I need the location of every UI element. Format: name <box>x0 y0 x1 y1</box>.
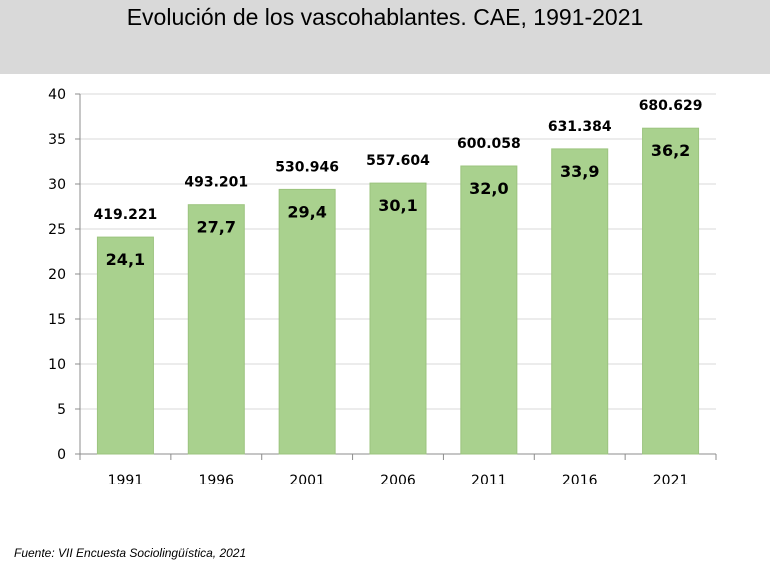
count-label-2011: 600.058 <box>457 136 521 152</box>
value-label-2021: 36,2 <box>651 141 690 160</box>
bars <box>96 127 700 455</box>
y-tick-label: 35 <box>48 132 66 148</box>
y-tick-label: 30 <box>48 177 66 193</box>
bar-1996 <box>187 204 245 455</box>
bar-2021 <box>642 127 700 455</box>
value-label-1996: 27,7 <box>197 218 236 237</box>
data-labels: 24,1 419.221 27,7 493.201 29,4 530.946 30,1 557… <box>94 98 703 269</box>
y-tick-label: 15 <box>48 312 66 328</box>
bar-2011 <box>460 165 518 455</box>
title-band: Evolución de los vascohablantes. CAE, 19… <box>0 0 770 74</box>
count-label-2016: 631.384 <box>548 119 612 135</box>
x-tick-label-2011: 2011 <box>471 473 507 484</box>
bar-2016 <box>551 148 609 455</box>
source-note: Fuente: VII Encuesta Sociolingüística, 2… <box>14 546 247 560</box>
bar-2006 <box>369 182 427 455</box>
y-tick-label: 25 <box>48 222 66 238</box>
count-label-2021: 680.629 <box>639 98 703 114</box>
bar-2001 <box>278 188 336 455</box>
y-tick-label: 10 <box>48 357 66 373</box>
value-label-2006: 30,1 <box>378 196 417 215</box>
x-tick-label-2001: 2001 <box>289 473 325 484</box>
y-tick-label: 5 <box>57 402 66 418</box>
x-tick-label-2016: 2016 <box>562 473 598 484</box>
value-label-2011: 32,0 <box>469 179 508 198</box>
x-tick-label-2006: 2006 <box>380 473 416 484</box>
count-label-2006: 557.604 <box>366 153 430 169</box>
count-label-1991: 419.221 <box>94 207 158 223</box>
chart-title: Evolución de los vascohablantes. CAE, 19… <box>126 4 644 30</box>
y-tick-label: 40 <box>48 87 66 103</box>
bar-chart: 0 5 10 15 20 25 30 35 40 1991 1996 2001 2006 2011 2016… <box>48 87 717 484</box>
x-tick-label-1991: 1991 <box>108 473 144 484</box>
value-label-1991: 24,1 <box>106 250 145 269</box>
value-label-2016: 33,9 <box>560 162 599 181</box>
bar-1991 <box>96 236 154 455</box>
count-label-1996: 493.201 <box>184 175 248 191</box>
axes: 0 5 10 15 20 25 30 35 40 1991 1996 2001 2006 2011 2016… <box>48 87 717 484</box>
x-tick-label-1996: 1996 <box>198 473 234 484</box>
y-tick-label: 0 <box>57 447 66 463</box>
value-label-2001: 29,4 <box>287 202 326 221</box>
count-label-2001: 530.946 <box>275 159 339 175</box>
y-tick-label: 20 <box>48 267 66 283</box>
x-tick-label-2021: 2021 <box>653 473 689 484</box>
